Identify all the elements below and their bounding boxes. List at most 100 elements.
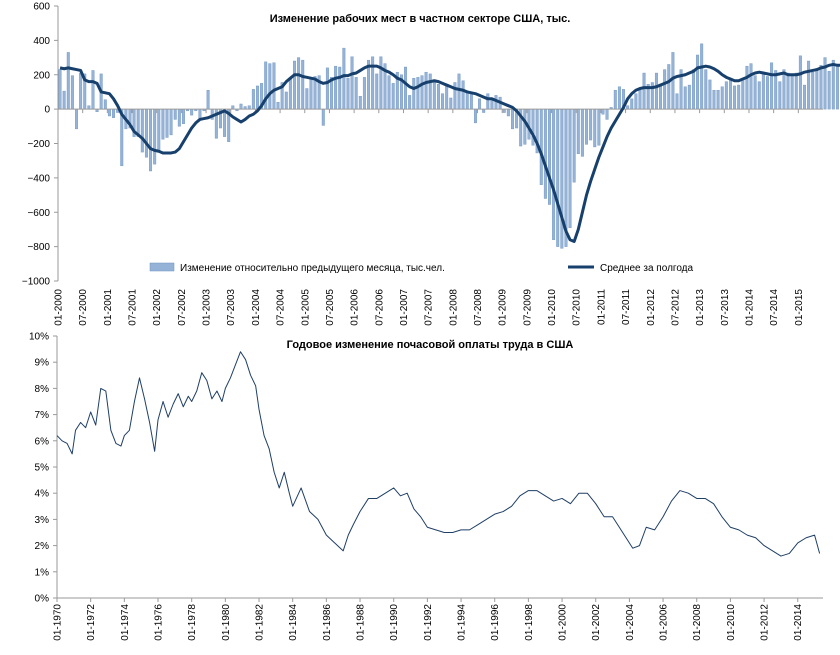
y-tick-label: 0% <box>35 594 50 605</box>
bar <box>75 108 78 130</box>
x-tick-label: 01-2006 <box>659 604 670 641</box>
bar <box>560 108 564 249</box>
bar <box>424 71 428 110</box>
x-tick-label: 01-1978 <box>187 604 198 641</box>
x-tick-label: 07-2003 <box>226 289 237 326</box>
x-tick-label: 07-2005 <box>325 289 336 326</box>
bar <box>523 108 527 145</box>
bar <box>169 108 173 136</box>
y-tick-label: −1000 <box>22 277 51 288</box>
bar <box>404 66 408 110</box>
bar <box>589 108 593 141</box>
axes: 10% 9% 8% 7% 6% 5% 4% 3% 2% 1% 0%01-1970 01-1972 01-… <box>29 332 823 641</box>
x-tick-label: 01-1992 <box>423 604 434 641</box>
bar <box>506 108 510 117</box>
bar <box>284 91 288 110</box>
x-tick-label: 07-2006 <box>374 289 385 326</box>
bar <box>165 108 169 138</box>
bar <box>321 108 325 126</box>
legend-label-bars: Изменение относительно предыдущего месяц… <box>180 263 445 274</box>
bar <box>663 69 667 110</box>
x-tick-label: 01-2000 <box>558 604 569 641</box>
bar <box>486 93 490 110</box>
x-tick-label: 01-1980 <box>221 604 232 641</box>
x-tick-label: 01-2008 <box>692 604 703 641</box>
bar <box>436 84 440 110</box>
bar <box>737 84 741 110</box>
bar <box>469 93 473 110</box>
bar <box>749 63 753 110</box>
bar <box>375 73 379 110</box>
bar <box>807 60 811 110</box>
bar <box>580 108 584 157</box>
bar <box>473 108 477 124</box>
bar <box>691 69 695 110</box>
bar <box>309 78 313 110</box>
y-tick-label: 7% <box>35 410 50 421</box>
bar <box>605 108 609 120</box>
bar <box>297 57 301 110</box>
bar <box>432 82 436 110</box>
x-tick-label: 01-2001 <box>103 289 114 326</box>
bar <box>794 72 798 110</box>
bar <box>144 108 148 158</box>
bar <box>720 86 724 110</box>
bar <box>798 55 802 110</box>
bar <box>441 93 445 110</box>
y-tick-label: 9% <box>35 358 50 369</box>
x-tick-label: 07-2011 <box>621 289 632 325</box>
wage-line-series <box>56 351 821 557</box>
y-tick-label: 5% <box>35 463 50 474</box>
bar <box>251 89 255 110</box>
bar <box>334 65 338 110</box>
bar <box>325 67 329 110</box>
bar <box>593 108 597 148</box>
x-tick-label: 07-2004 <box>276 289 287 326</box>
x-tick-label: 01-2002 <box>591 604 602 641</box>
bar <box>617 86 621 110</box>
chart-title-employment: Изменение рабочих мест в частном секторе… <box>270 13 571 25</box>
bar <box>568 108 572 228</box>
bar <box>342 47 346 110</box>
bar <box>683 86 687 110</box>
x-tick-label: 01-2006 <box>350 289 361 326</box>
y-tick-label: −400 <box>27 173 50 184</box>
legend-label-average: Среднее за полгода <box>600 263 694 274</box>
x-tick-label: 07-2014 <box>769 289 780 326</box>
bar <box>782 69 786 110</box>
bar <box>231 105 235 110</box>
bar <box>696 54 700 110</box>
bar <box>445 84 449 110</box>
bar <box>757 81 761 110</box>
bar <box>293 60 296 110</box>
bar <box>247 105 251 110</box>
bar <box>362 77 366 110</box>
bar <box>223 108 227 137</box>
x-tick-label: 01-1976 <box>154 604 165 641</box>
x-tick-label: 01-2007 <box>399 289 410 326</box>
bar <box>70 75 74 110</box>
bar <box>206 90 210 110</box>
bar <box>87 105 91 110</box>
legend-swatch-bars <box>149 262 175 272</box>
bar <box>728 77 732 110</box>
bar <box>585 108 588 145</box>
bar <box>58 69 62 110</box>
chart-hourly-wages: Годовое изменение почасовой оплаты труда… <box>29 332 823 641</box>
bar <box>823 57 827 110</box>
chart-title-wages: Годовое изменение почасовой оплаты труда… <box>287 339 574 351</box>
bar <box>811 71 815 110</box>
y-tick-label: 600 <box>33 2 50 13</box>
bar <box>766 76 769 110</box>
bar <box>597 108 601 146</box>
x-tick-label: 01-2012 <box>760 604 771 641</box>
bar <box>543 108 547 199</box>
bar <box>490 100 494 110</box>
x-tick-label: 01-2014 <box>793 604 804 641</box>
bar <box>387 75 391 110</box>
y-tick-label: 10% <box>29 332 49 343</box>
average-line <box>59 62 840 243</box>
bar <box>338 66 342 110</box>
bar <box>511 108 514 130</box>
